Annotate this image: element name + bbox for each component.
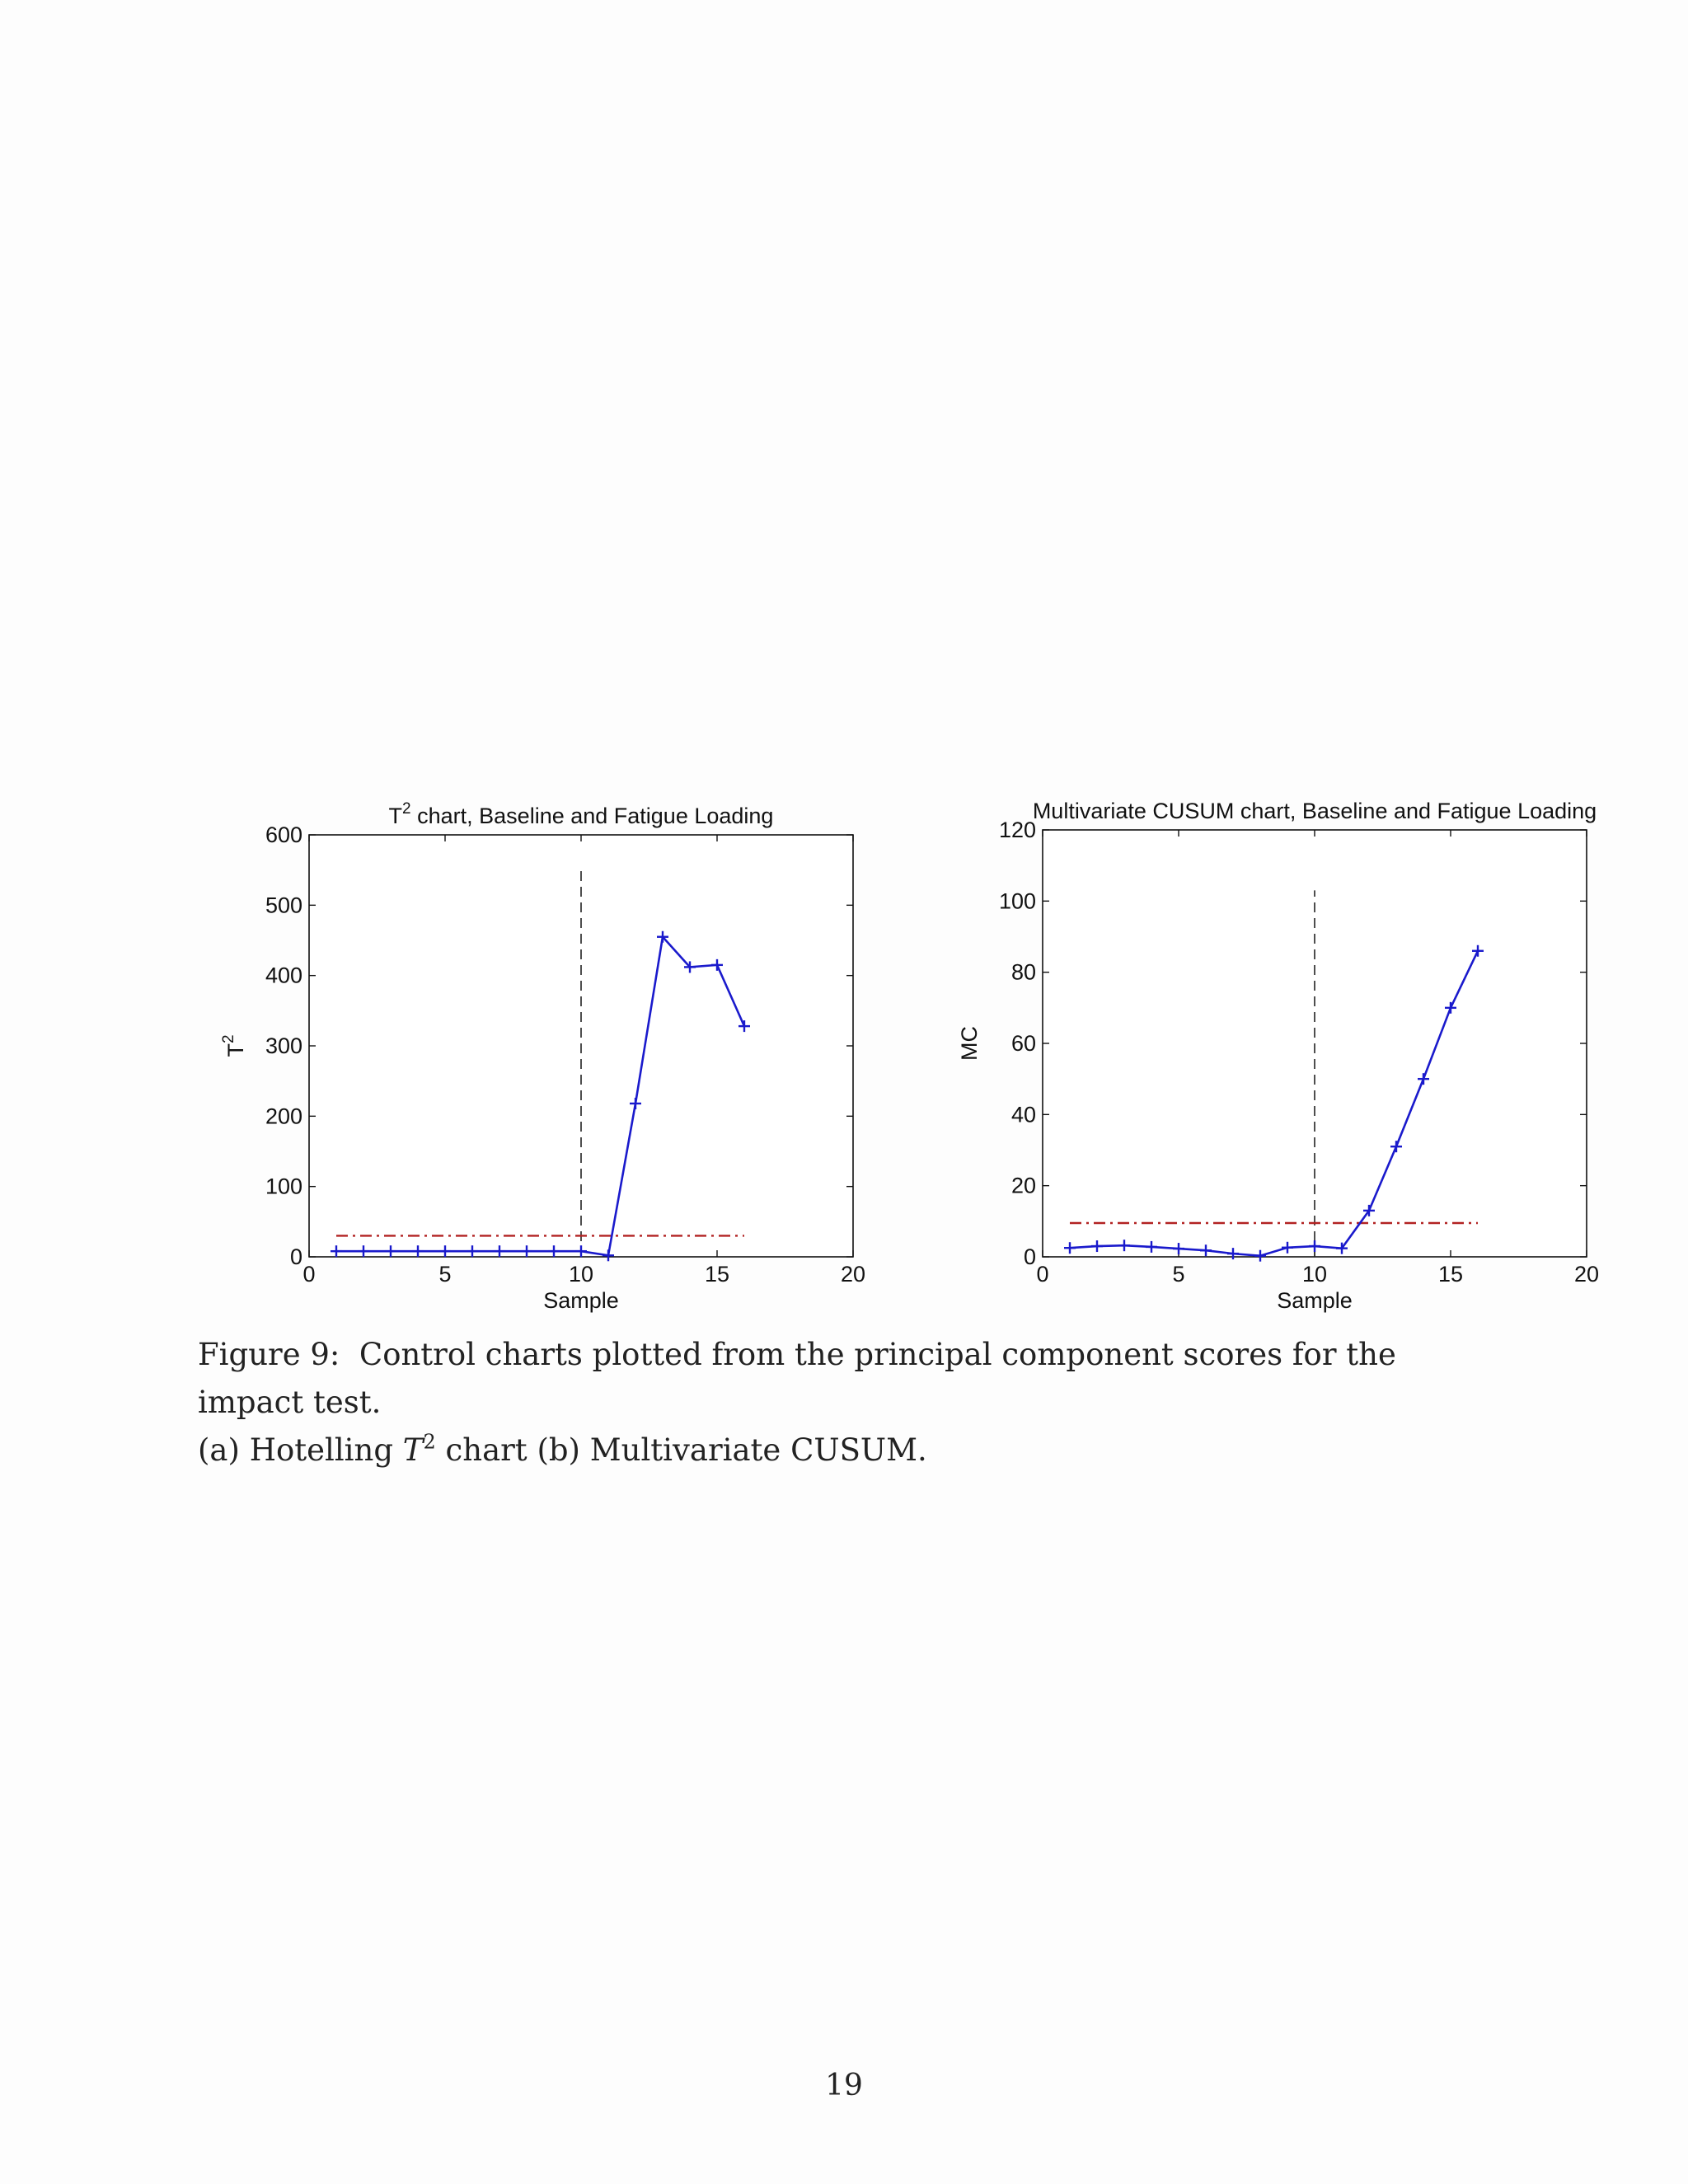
chart-1-data-point [1200,1244,1212,1257]
chart-1-title: Multivariate CUSUM chart, Baseline and F… [1033,799,1597,823]
chart-1-y-tick-label: 80 [1011,960,1036,985]
chart-1-data-point [1418,1073,1429,1085]
chart-0-data-point [684,961,696,973]
chart-0-y-tick-label: 200 [265,1104,302,1128]
chart-0-x-tick-label: 10 [569,1262,593,1286]
mcusum-chart: Multivariate CUSUM chart, Baseline and F… [957,799,1599,1313]
caption-line-2-start: (a) Hotelling [198,1432,403,1468]
chart-1-y-tick-label: 20 [1011,1174,1036,1198]
chart-0-title-rest: chart, Baseline and Fatigue Loading [411,804,774,828]
chart-0-data-point [630,1097,641,1109]
page-number: 19 [825,2069,863,2102]
chart-1-x-axis-label: Sample [1277,1288,1353,1313]
chart-1-y-tick-label: 0 [1024,1244,1036,1269]
chart-1-data-point [1472,944,1484,957]
chart-1-y-axis-label: MC [957,1026,982,1061]
chart-1-data-point [1282,1241,1293,1254]
chart-0-data-point [467,1245,478,1258]
chart-1-title-main: Multivariate CUSUM chart, Baseline and F… [1033,799,1597,823]
chart-0-data-point [331,1245,342,1258]
chart-0-x-tick-label: 20 [841,1262,865,1286]
chart-1-data-point [1146,1240,1157,1253]
chart-1-data-point [1309,1240,1320,1253]
chart-0-y-tick-label: 100 [265,1174,302,1199]
chart-0-x-tick-label: 0 [302,1262,315,1286]
caption-line-2-end: chart (b) Multivariate CUSUM. [435,1432,927,1468]
caption-t-symbol: T [402,1432,424,1468]
chart-0-data-point [494,1245,505,1258]
chart-1-x-tick-label: 0 [1036,1262,1048,1286]
chart-1-data-point [1390,1141,1402,1153]
chart-0-y-tick-label: 600 [265,823,302,847]
chart-0-data-point [412,1245,424,1258]
chart-0-data-point [385,1245,396,1258]
chart-0-y-tick-label: 0 [290,1244,302,1269]
chart-1-y-tick-label: 100 [999,888,1036,913]
chart-1-data-point [1118,1240,1130,1252]
chart-0-data-point [439,1245,451,1258]
chart-0-data-point [603,1249,614,1262]
chart-1-x-tick-label: 20 [1574,1262,1599,1286]
chart-0-data-point [657,930,668,943]
chart-0-y-axis-label-main: T [223,1043,248,1057]
caption-superscript: 2 [423,1430,436,1454]
chart-1-data-point [1363,1204,1375,1216]
chart-0-y-axis-label: T2 [220,1034,248,1057]
chart-0-title-superscript: 2 [402,800,411,818]
chart-1-x-tick-label: 15 [1438,1262,1463,1286]
chart-1-data-point [1336,1242,1348,1254]
chart-1-data-point [1173,1243,1184,1255]
chart-1-x-tick-label: 5 [1172,1262,1184,1286]
chart-0-data-point [738,1020,750,1033]
chart-0-y-tick-label: 500 [265,893,302,917]
chart-1-data-point [1445,1001,1456,1014]
chart-1-y-tick-label: 60 [1011,1031,1036,1056]
chart-1-data-point [1091,1240,1103,1253]
chart-0-x-tick-label: 5 [438,1262,451,1286]
chart-1-y-tick-label: 40 [1011,1102,1036,1127]
chart-1-y-axis-label-main: MC [957,1026,982,1061]
chart-0-data-point [521,1245,532,1258]
figure-caption: Figure 9: Control charts plotted from th… [198,1331,1492,1474]
chart-0-title: T2 chart, Baseline and Fatigue Loading [389,800,774,828]
chart-0-data-point [575,1245,587,1258]
chart-0-y-axis-label-superscript: 2 [220,1034,237,1043]
chart-0-data-point [548,1245,560,1258]
chart-1-y-tick-label: 120 [999,818,1036,842]
chart-1-series-line [1069,950,1479,1258]
chart-0-y-tick-label: 300 [265,1033,302,1058]
chart-1-data-point [1254,1249,1266,1262]
caption-line-2: (a) Hotelling T2 chart (b) Multivariate … [198,1427,1492,1474]
chart-0-title-main: T [389,804,403,828]
chart-0-y-tick-label: 400 [265,963,302,988]
chart-0-x-axis-label: Sample [543,1288,619,1313]
chart-0-data-point [711,958,723,971]
chart-0-data-point [358,1245,369,1258]
chart-0-series-line [336,934,746,1257]
chart-0-x-tick-label: 15 [705,1262,729,1286]
chart-1-data-point [1064,1242,1076,1254]
chart-1-data-point [1227,1248,1239,1260]
caption-line-1: Figure 9: Control charts plotted from th… [198,1337,1406,1420]
chart-1-x-tick-label: 10 [1302,1262,1327,1286]
